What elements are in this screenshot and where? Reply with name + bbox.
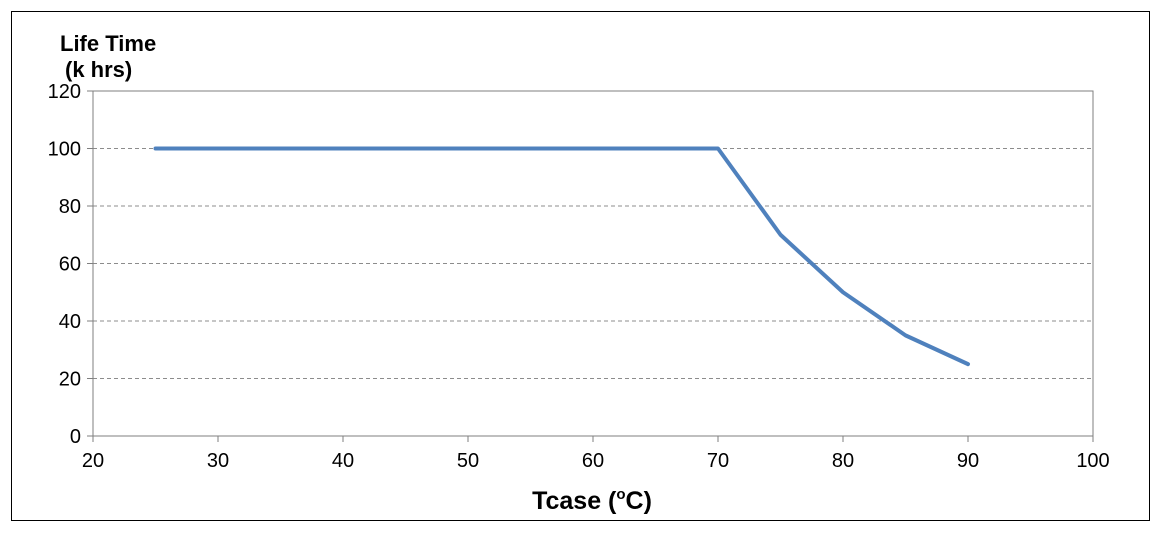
y-tick-label-60: 60 — [59, 254, 81, 276]
y-tick-labels: 0 20 40 60 80 100 120 — [48, 81, 81, 448]
x-axis-title-superscript: o — [616, 486, 625, 503]
x-tick-label-100: 100 — [1076, 450, 1109, 472]
axes — [87, 90, 1094, 442]
x-axis-title: Tcase (oC) — [532, 486, 652, 515]
x-tick-label-40: 40 — [332, 450, 354, 472]
series-group — [153, 146, 970, 367]
x-tick-label-70: 70 — [707, 450, 729, 472]
x-tick-label-20: 20 — [82, 450, 104, 472]
x-tick-label-60: 60 — [582, 450, 604, 472]
y-axis-title-line1: Life Time — [60, 31, 156, 56]
x-axis-title-main: Tcase ( — [532, 487, 617, 515]
y-tick-label-0: 0 — [70, 426, 81, 448]
gridlines — [93, 148, 1093, 379]
y-tick-label-80: 80 — [59, 196, 81, 218]
x-tick-label-50: 50 — [457, 450, 479, 472]
series-line-0 — [153, 146, 970, 367]
y-tick-label-120: 120 — [48, 81, 81, 103]
x-axis-title-end: C) — [626, 487, 652, 515]
y-tick-label-20: 20 — [59, 369, 81, 391]
y-tick-label-40: 40 — [59, 311, 81, 333]
x-tick-label-90: 90 — [957, 450, 979, 472]
x-tick-labels: 20 30 40 50 60 70 80 90 100 — [82, 450, 1110, 472]
y-tick-label-100: 100 — [48, 139, 81, 161]
x-tick-label-80: 80 — [832, 450, 854, 472]
y-axis-title-line2: (k hrs) — [65, 57, 132, 82]
x-tick-label-30: 30 — [207, 450, 229, 472]
